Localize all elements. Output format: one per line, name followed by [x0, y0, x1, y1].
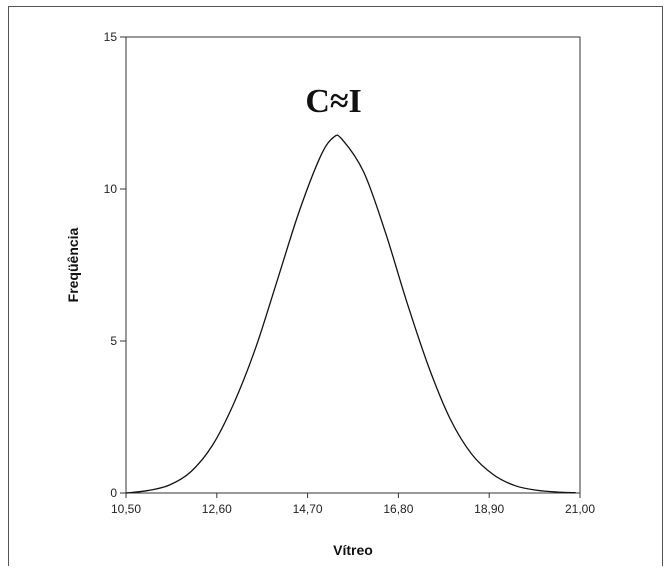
plot-area: 10,50 12,60 14,70 16,80 18,90 21,00 0 5 10 15 [104, 30, 596, 516]
x-tick-label: 21,00 [565, 502, 595, 516]
y-axis: 0 5 10 15 [104, 30, 126, 500]
y-tick-label: 0 [110, 486, 117, 500]
y-tick-label: 15 [104, 30, 118, 44]
density-curve [125, 134, 576, 494]
y-tick-label: 5 [110, 334, 117, 348]
y-axis-title: Freqüência [65, 227, 81, 302]
plot-border [125, 36, 581, 494]
x-tick-label: 12,60 [202, 502, 232, 516]
y-tick-label: 10 [104, 182, 118, 196]
x-axis: 10,50 12,60 14,70 16,80 18,90 21,00 [111, 493, 595, 516]
x-tick-label: 14,70 [293, 502, 323, 516]
x-axis-title: Vítreo [333, 542, 373, 558]
x-tick-label: 16,80 [383, 502, 413, 516]
curve-annotation: C≈I [305, 83, 361, 120]
x-tick-label: 18,90 [474, 502, 504, 516]
x-tick-label: 10,50 [111, 502, 141, 516]
figure-frame [8, 6, 663, 566]
